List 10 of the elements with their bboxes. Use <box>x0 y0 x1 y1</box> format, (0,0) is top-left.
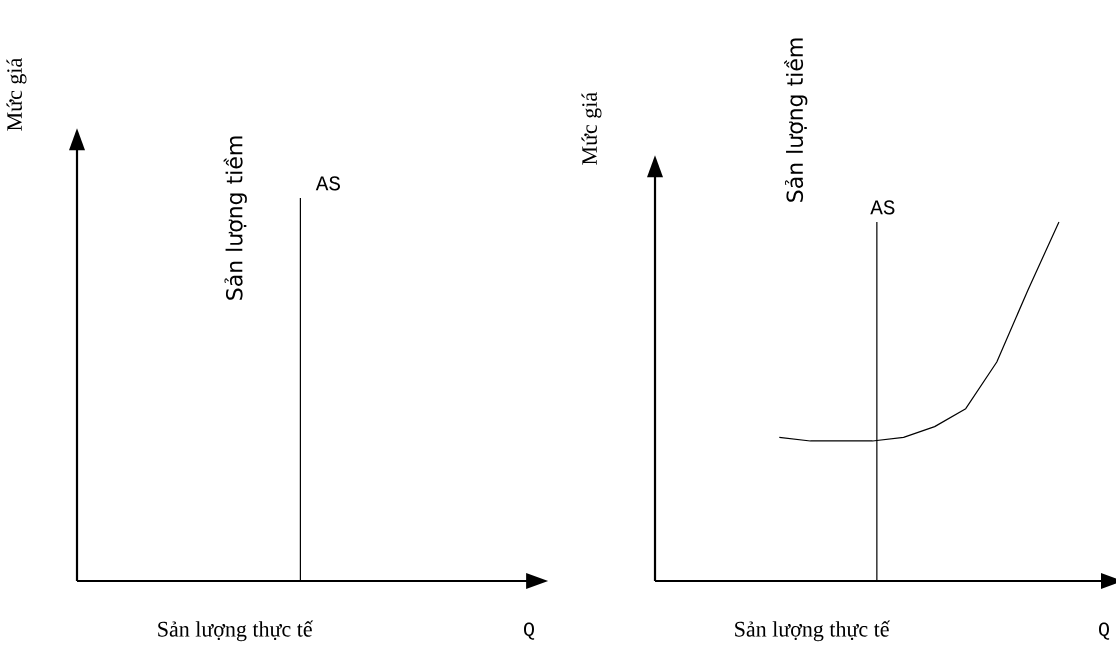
text: Q <box>524 622 535 640</box>
text: AS <box>870 200 895 215</box>
x-axis-title: Sản lượng thực tế <box>735 620 891 642</box>
text: Sản lượng thực tế <box>158 620 314 642</box>
text: Mức giá <box>6 58 27 131</box>
text: AS <box>315 176 340 191</box>
text: Sản lượng tiềm <box>784 38 808 202</box>
y-axis-title: Mức giá <box>581 92 602 165</box>
text: Q <box>1099 622 1110 640</box>
text: Sản lượng tiềm <box>223 136 247 300</box>
